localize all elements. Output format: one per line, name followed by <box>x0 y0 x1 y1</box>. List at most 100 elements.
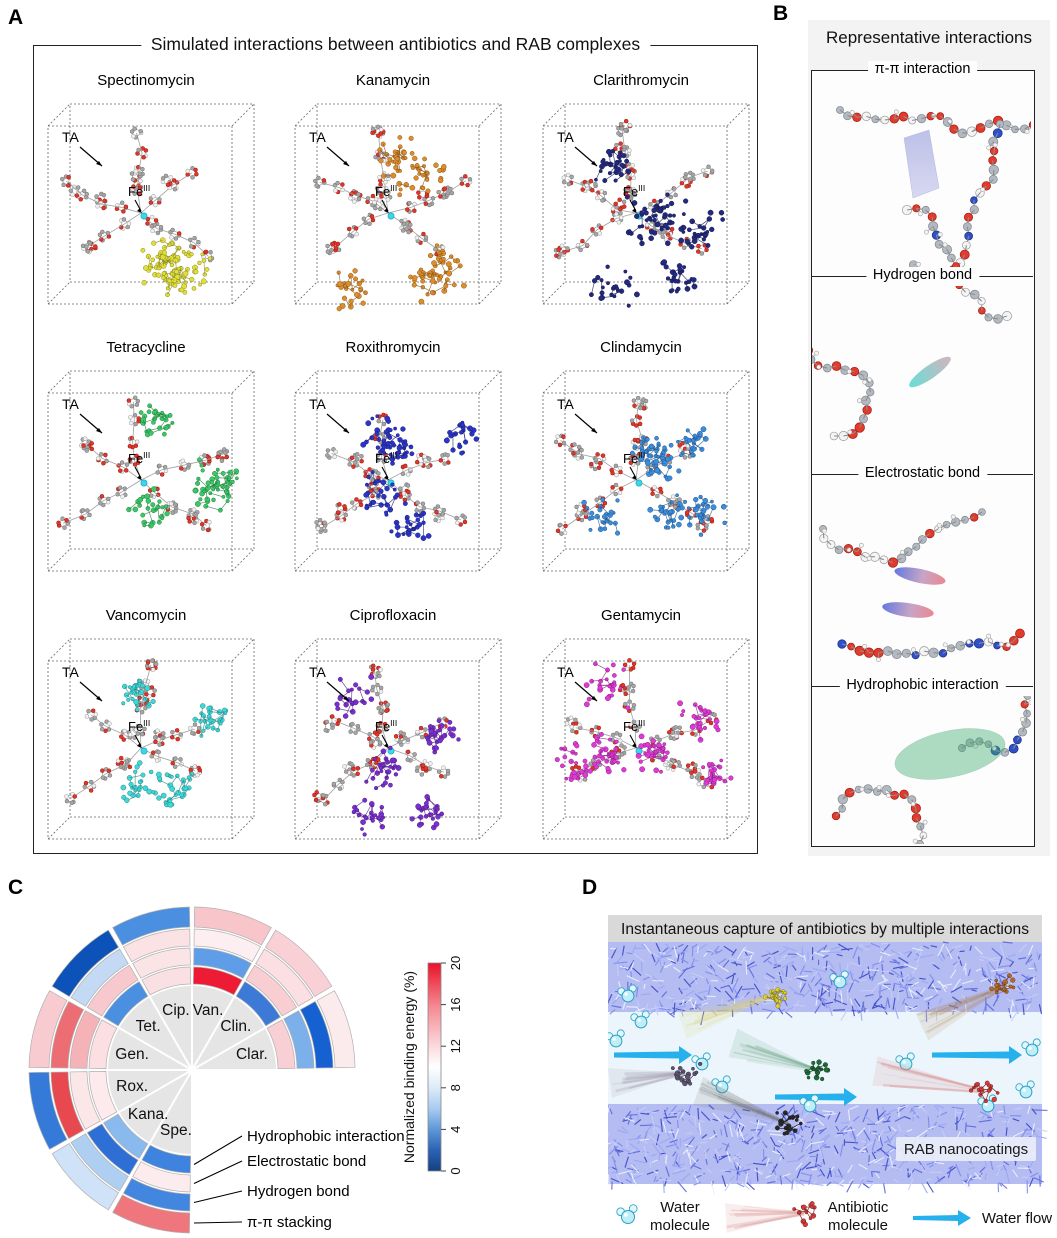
ta-label: TA <box>62 396 80 412</box>
antibiotic-comet-yellow <box>677 987 788 1040</box>
wedge-label-Van: Van. <box>193 1002 224 1019</box>
segment-Spe-ring4 <box>112 1194 191 1234</box>
fe-superscript: III <box>143 183 150 193</box>
simulation-box-ciprofloxacin: TA FeIII <box>294 638 502 840</box>
subpanel-title-8: Ciprofloxacin <box>349 607 437 624</box>
segment-Kana-ring1 <box>103 1113 149 1159</box>
water-molecule <box>608 1029 625 1048</box>
svg-text:FeIII: FeIII <box>623 450 645 466</box>
interaction-scene-3 <box>819 508 1025 663</box>
panel-b-label: B <box>773 2 789 25</box>
simulation-box-spectinomycin: TA FeIII <box>47 103 255 305</box>
fe-label: Fe <box>623 719 638 734</box>
subpanel-title-1: Spectinomycin <box>97 72 195 89</box>
segment-Spe-ring3 <box>122 1177 191 1212</box>
antibiotic-comet-red <box>872 1056 1000 1104</box>
ring-annotations: Hydrophobic interaction Electrostatic bon… <box>193 1128 405 1231</box>
segment-Cip-ring4 <box>112 906 191 946</box>
antibiotic-molecules <box>588 148 725 308</box>
panel-a-frame: Simulated interactions between antibioti… <box>33 34 758 854</box>
segment-Clar-ring2 <box>283 1010 315 1069</box>
antibiotic-molecules <box>335 135 467 312</box>
svg-text:TA: TA <box>309 664 327 680</box>
electrostatic-highlight-1 <box>894 567 946 585</box>
segment-Van-ring1 <box>192 966 243 996</box>
ta-label: TA <box>62 129 80 145</box>
pi-pi-highlight <box>903 129 940 199</box>
fe-superscript: III <box>390 450 397 460</box>
segment-Clin-ring1 <box>235 981 281 1027</box>
segment-Cip-ring1 <box>141 966 192 996</box>
box-annotations: TA FeIII <box>62 396 150 480</box>
interaction-section-label: π-π interaction <box>867 61 978 77</box>
fe-label: Fe <box>128 451 143 466</box>
colorbar-tick-20: 20 <box>448 956 463 970</box>
ta-network <box>64 658 203 806</box>
simulation-box-roxithromycin: TA FeIII <box>294 370 502 572</box>
segment-Tet-ring3 <box>70 948 129 1007</box>
segment-Van-ring4 <box>193 906 272 946</box>
water-molecule <box>829 970 849 989</box>
water-flow-arrow <box>913 1210 971 1226</box>
antibiotic-molecules <box>126 403 240 529</box>
legend-label: molecule <box>828 1217 888 1234</box>
box-annotations: TA FeIII <box>309 129 397 213</box>
simulation-box-vancomycin: TA FeIII <box>47 638 255 840</box>
subpanel-title-6: Clindamycin <box>600 339 682 356</box>
fe-superscript: III <box>638 718 645 728</box>
ring-annotation-2: Electrostatic bond <box>247 1153 366 1170</box>
molecules <box>836 106 1031 271</box>
box-annotations: TA FeIII <box>309 664 397 748</box>
segment-Kana-ring3 <box>70 1133 129 1192</box>
water-molecule <box>616 1204 638 1225</box>
colorbar-tick-0: 0 <box>448 1167 463 1174</box>
fe-label: Fe <box>128 719 143 734</box>
legend-label: Water <box>660 1199 699 1216</box>
interaction-scene-1 <box>836 106 1031 271</box>
svg-text:FeIII: FeIII <box>375 718 397 734</box>
colorbar-tick-16: 16 <box>448 997 463 1011</box>
ta-label: TA <box>309 396 327 412</box>
water-molecule <box>711 1075 731 1094</box>
interaction-section-label: Hydrophobic interaction <box>839 677 1006 693</box>
box-annotations: TA FeIII <box>557 129 645 213</box>
panel-b-title: Representative interactions <box>825 28 1032 47</box>
panel-d-label: D <box>582 876 598 899</box>
colorbar-tick-12: 12 <box>448 1039 463 1053</box>
fe-label: Fe <box>375 184 390 199</box>
hydrophobic-highlight <box>894 728 1006 780</box>
panel-d-title-bar <box>608 915 1042 942</box>
antibiotic-comet-green <box>728 1028 831 1082</box>
water-molecule <box>630 1010 650 1029</box>
segment-Rox-ring2 <box>69 1071 101 1130</box>
water-molecule <box>895 1052 915 1071</box>
segment-Gen-ring2 <box>69 1010 101 1069</box>
svg-text:FeIII: FeIII <box>128 718 150 734</box>
wedge-label-Rox: Rox. <box>116 1078 148 1095</box>
antibiotic-molecules <box>554 661 734 787</box>
subpanel-title-9: Gentamycin <box>600 607 682 624</box>
fe-superscript: III <box>143 450 150 460</box>
antibiotic-molecules <box>581 426 727 537</box>
colorbar: 0 4 8 12 16 20 Normalized binding energy (%) <box>401 956 463 1175</box>
electrostatic-highlight-2 <box>882 602 934 618</box>
svg-text:FeIII: FeIII <box>128 183 150 199</box>
segment-Spe-ring2 <box>132 1161 191 1193</box>
segment-Gen-ring4 <box>28 990 68 1069</box>
subpanel-title-5: Roxithromycin <box>345 339 441 356</box>
segment-Clar-ring3 <box>299 1000 334 1069</box>
wedge-labels: Spe.Kana. Rox. Gen. Tet.Cip. Van.Clin. Clar. <box>115 1002 268 1139</box>
antibiotic-comet-brown <box>915 973 1016 1041</box>
subpanel-title-7: Vancomycin <box>105 607 187 624</box>
sunburst-center-disc <box>108 986 276 1154</box>
rab-coating-bottom: RAB nanocoatings <box>608 1104 1048 1196</box>
water-flow-arrow <box>614 1046 692 1064</box>
fe-superscript: III <box>390 718 397 728</box>
colorbar-tick-4: 4 <box>448 1126 463 1133</box>
segment-Clin-ring4 <box>264 929 333 998</box>
ring-annotation-3: Hydrogen bond <box>247 1183 350 1200</box>
fe-superscript: III <box>143 718 150 728</box>
sunburst-rings <box>28 906 356 1234</box>
panel-d-illustration: Instantaneous capture of antibiotics by … <box>608 915 1052 1234</box>
svg-text:FeIII: FeIII <box>375 450 397 466</box>
